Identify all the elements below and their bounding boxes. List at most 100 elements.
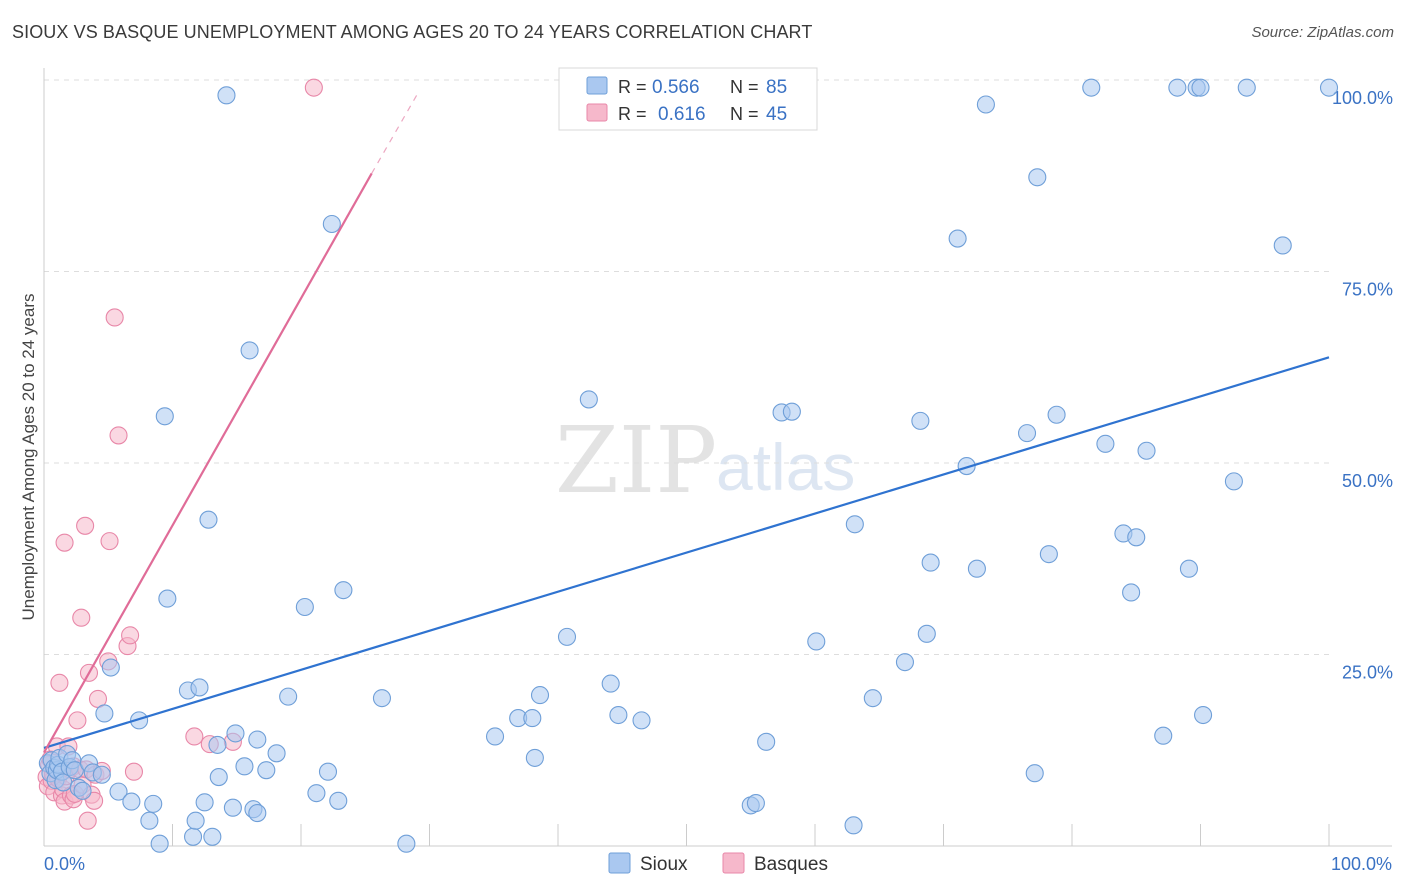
sioux-point <box>632 711 651 730</box>
sioux-point <box>307 784 326 803</box>
sioux-point <box>782 402 801 421</box>
sioux-point <box>1273 236 1292 255</box>
basque-point <box>304 78 323 97</box>
sioux-point <box>235 757 254 776</box>
legend-r-value-basque: 0.616 <box>658 104 706 125</box>
sioux-point <box>579 390 598 409</box>
basque-point <box>105 308 124 327</box>
legend-n-value-sioux: 85 <box>766 77 787 98</box>
basque-point <box>109 426 128 445</box>
sioux-point <box>863 689 882 708</box>
sioux-point <box>1039 545 1058 564</box>
legend-r-label-sioux: R = <box>618 77 647 97</box>
sioux-point <box>144 794 163 813</box>
legend-n-label-basque: N = <box>730 104 759 124</box>
sioux-point <box>921 553 940 572</box>
sioux-point <box>917 624 936 643</box>
y-tick-label: 25.0% <box>1342 663 1393 683</box>
sioux-point <box>155 407 174 426</box>
sioux-point <box>372 689 392 708</box>
sioux-point <box>199 510 218 529</box>
sioux-point <box>267 744 286 763</box>
sioux-point <box>557 627 577 646</box>
sioux-point <box>186 811 205 830</box>
legend-r-label-basque: R = <box>618 104 647 124</box>
sioux-point <box>1122 583 1141 602</box>
basque-trend-line <box>43 172 373 754</box>
sioux-points <box>38 78 1339 853</box>
sioux-point <box>1224 472 1243 491</box>
sioux-point <box>130 711 149 730</box>
basque-point <box>68 711 87 730</box>
y-tick-label: 100.0% <box>1332 88 1393 108</box>
sioux-point <box>844 816 863 835</box>
sioux-point <box>1127 528 1146 547</box>
legend-swatch-sioux <box>586 76 608 95</box>
sioux-point <box>1025 764 1044 783</box>
sioux-point <box>1319 78 1339 97</box>
basque-point <box>185 727 204 746</box>
sioux-point <box>240 341 259 360</box>
basque-point <box>72 608 91 627</box>
sioux-point <box>203 827 222 846</box>
basque-point <box>121 626 140 645</box>
sioux-point <box>295 597 314 617</box>
bottom-legend-label-basque: Basques <box>754 854 828 875</box>
sioux-point <box>845 515 864 534</box>
sioux-point <box>318 762 338 781</box>
sioux-point <box>976 95 995 114</box>
watermark-atlas: atlas <box>716 430 855 504</box>
sioux-point <box>95 704 114 723</box>
source-credit: Source: ZipAtlas.com <box>1251 24 1394 41</box>
basque-points <box>37 78 323 830</box>
x-tick-label: 100.0% <box>1331 854 1392 874</box>
basque-point <box>78 811 97 830</box>
bottom-legend-swatch-basque <box>722 852 745 874</box>
basque-point <box>76 516 95 535</box>
sioux-point <box>190 678 209 697</box>
bottom-legend-swatch-sioux <box>608 852 631 874</box>
axes <box>43 68 1392 847</box>
sioux-point <box>895 653 915 672</box>
legend-swatch-basque <box>586 103 608 122</box>
basque-point <box>124 762 143 781</box>
legend-n-value-basque: 45 <box>766 104 787 125</box>
sioux-point <box>397 834 416 853</box>
y-tick-label: 75.0% <box>1342 280 1393 300</box>
sioux-point <box>248 804 267 823</box>
sioux-point <box>967 559 986 578</box>
sioux-point <box>1096 434 1115 453</box>
sioux-point <box>334 581 353 600</box>
sioux-point <box>911 411 930 430</box>
correlation-legend: R = 0.566 N = 85 R = 0.616 N = 45 <box>558 67 818 131</box>
sioux-point <box>140 811 159 830</box>
sioux-point <box>523 709 542 728</box>
legend-r-value-sioux: 0.566 <box>652 77 700 98</box>
sioux-point <box>485 727 505 746</box>
sioux-point <box>807 632 826 651</box>
sioux-point <box>1017 424 1037 443</box>
sioux-point <box>1137 441 1156 460</box>
x-tick-label: 0.0% <box>44 854 85 874</box>
sioux-point <box>257 761 276 780</box>
trend-lines <box>43 95 1330 754</box>
sioux-point <box>101 658 120 677</box>
sioux-point <box>109 782 128 801</box>
sioux-point <box>184 827 203 846</box>
sioux-point <box>248 730 267 749</box>
sioux-point <box>223 798 242 817</box>
basque-point <box>100 532 119 551</box>
sioux-point <box>530 686 550 705</box>
sioux-point <box>329 791 348 810</box>
sioux-point <box>150 834 169 853</box>
sioux-point <box>1237 78 1256 97</box>
sioux-point <box>322 214 341 234</box>
sioux-point <box>195 793 214 812</box>
sioux-point <box>746 794 765 813</box>
basque-trend-extension <box>371 95 418 174</box>
sioux-point <box>957 457 976 476</box>
sioux-point <box>1191 78 1210 97</box>
sioux-point <box>209 768 228 787</box>
sioux-trend-line <box>43 356 1330 750</box>
